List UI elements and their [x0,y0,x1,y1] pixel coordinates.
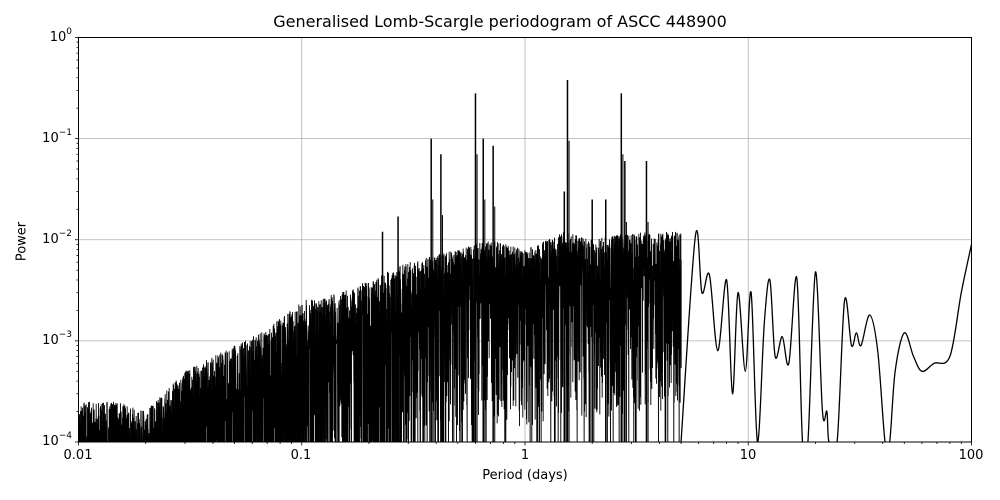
x-tick-label: 0.1 [290,448,312,463]
y-tick-label: 10−3 [42,329,72,349]
x-tick-label: 0.01 [63,448,93,463]
y-tick-label: 10−1 [42,127,72,147]
axis-ticks [75,37,972,446]
x-tick-label: 1 [520,448,530,463]
y-tick-label: 10−4 [42,430,72,450]
y-axis-label: Power [14,221,30,262]
x-axis-label: Period (days) [482,468,568,483]
y-tick-label: 100 [49,26,72,46]
periodogram-series [78,79,972,442]
chart-title: Generalised Lomb-Scargle periodogram of … [273,12,727,31]
x-tick-label: 10 [739,448,757,463]
y-tick-label: 10−2 [42,228,72,248]
x-tick-label: 100 [958,448,984,463]
